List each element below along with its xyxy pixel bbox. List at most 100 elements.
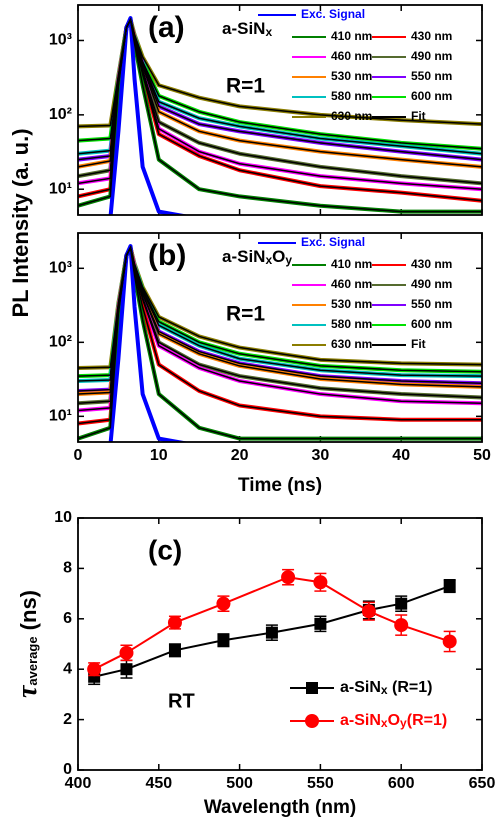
y-tick-label: 10² xyxy=(49,106,72,123)
text-part: (R=1) xyxy=(388,679,433,696)
x-axis-label: Wavelength (nm) xyxy=(204,797,356,818)
y-axis-label: PL Intensity (a. u.) xyxy=(8,128,33,317)
panel-label: (b) xyxy=(148,239,186,272)
fit-curve xyxy=(78,17,482,213)
marker xyxy=(361,604,376,619)
x-axis-label: Time (ns) xyxy=(238,475,322,496)
subscript: x xyxy=(265,25,272,39)
legend-label: Fit xyxy=(411,109,426,123)
marker xyxy=(443,580,456,593)
marker xyxy=(119,645,134,660)
x-tick-label: 400 xyxy=(65,775,92,792)
decay-curve xyxy=(108,244,190,442)
legend-label: 630 nm xyxy=(331,337,372,351)
text-part: (ns) xyxy=(16,590,41,636)
marker xyxy=(168,644,181,657)
y-tick-label: 10 xyxy=(54,509,72,526)
x-tick-label: 500 xyxy=(226,775,253,792)
x-tick-label: 0 xyxy=(74,447,83,464)
legend-marker xyxy=(305,714,319,728)
y-tick-label: 10¹ xyxy=(49,408,72,425)
subscript: x xyxy=(381,716,388,730)
text-part: O xyxy=(272,247,285,266)
marker xyxy=(87,662,102,677)
legend-label: 530 nm xyxy=(331,69,372,83)
x-tick-label: 550 xyxy=(307,775,334,792)
x-tick-label: 30 xyxy=(312,447,330,464)
subscript: y xyxy=(400,716,407,730)
subscript: y xyxy=(285,253,292,267)
plot-frame xyxy=(77,232,483,443)
x-tick-label: 600 xyxy=(388,775,415,792)
text-part: a-SiN xyxy=(222,19,265,38)
legend-label: 600 nm xyxy=(411,317,452,331)
marker xyxy=(167,615,182,630)
y-tick-label: 10¹ xyxy=(49,180,72,197)
annotation: R=1 xyxy=(226,303,265,326)
marker xyxy=(217,634,230,647)
legend-label: 430 nm xyxy=(411,257,452,271)
legend-label: 550 nm xyxy=(411,297,452,311)
x-tick-label: 40 xyxy=(392,447,410,464)
subscript: x xyxy=(381,683,388,697)
fit-curve xyxy=(78,245,482,440)
legend-label: 530 nm xyxy=(331,297,372,311)
text-part: a-SiN xyxy=(340,679,381,696)
marker xyxy=(314,617,327,630)
text-part: (R=1) xyxy=(407,712,447,729)
text-part: a-SiN xyxy=(222,247,265,266)
y-tick-label: 2 xyxy=(63,711,72,728)
plot-area xyxy=(78,244,482,442)
annotation: RT xyxy=(168,690,195,712)
legend-label: 630 nm xyxy=(331,109,372,123)
panel-label: (a) xyxy=(148,11,185,44)
x-tick-label: 50 xyxy=(473,447,491,464)
y-tick-label: 0 xyxy=(63,761,72,778)
legend-label: 410 nm xyxy=(331,29,372,43)
decay-curve xyxy=(108,16,190,215)
legend-label: 430 nm xyxy=(411,29,452,43)
legend-label: a-SiNxOy(R=1) xyxy=(340,712,447,730)
legend-label: 580 nm xyxy=(331,89,372,103)
plot-area xyxy=(78,16,482,215)
plot-frame xyxy=(77,517,483,771)
text-part: O xyxy=(388,712,400,729)
legend-label: 490 nm xyxy=(411,277,452,291)
marker xyxy=(442,634,457,649)
legend-label: Fit xyxy=(411,337,426,351)
y-tick-label: 10³ xyxy=(49,260,72,277)
legend-label: 460 nm xyxy=(331,49,372,63)
legend-marker xyxy=(306,682,318,694)
subscript: average xyxy=(25,636,40,685)
legend-label: 580 nm xyxy=(331,317,372,331)
legend-label: Exc. Signal xyxy=(301,7,365,21)
y-tick-label: 4 xyxy=(63,660,72,677)
y-tick-label: 10³ xyxy=(49,32,72,49)
x-tick-label: 450 xyxy=(145,775,172,792)
marker xyxy=(216,596,231,611)
legend-label: Exc. Signal xyxy=(301,235,365,249)
annotation: a-SiNx xyxy=(222,19,272,39)
annotation: R=1 xyxy=(226,75,265,98)
annotation: a-SiNxOy xyxy=(222,247,292,267)
legend-label: 600 nm xyxy=(411,89,452,103)
marker xyxy=(281,570,296,585)
panel-label: (c) xyxy=(148,534,182,565)
legend-label: 490 nm xyxy=(411,49,452,63)
subscript: x xyxy=(265,253,272,267)
marker xyxy=(265,626,278,639)
marker xyxy=(394,618,409,633)
legend-label: a-SiNx (R=1) xyxy=(340,679,433,697)
marker xyxy=(120,663,133,676)
text-part: a-SiN xyxy=(340,712,381,729)
y-tick-label: 10² xyxy=(49,334,72,351)
x-tick-label: 20 xyxy=(231,447,249,464)
marker xyxy=(313,575,328,590)
y-tick-label: 8 xyxy=(63,560,72,577)
legend-label: 460 nm xyxy=(331,277,372,291)
x-tick-label: 650 xyxy=(469,775,496,792)
text-part: τ xyxy=(12,684,43,698)
marker xyxy=(395,597,408,610)
legend-label: 410 nm xyxy=(331,257,372,271)
